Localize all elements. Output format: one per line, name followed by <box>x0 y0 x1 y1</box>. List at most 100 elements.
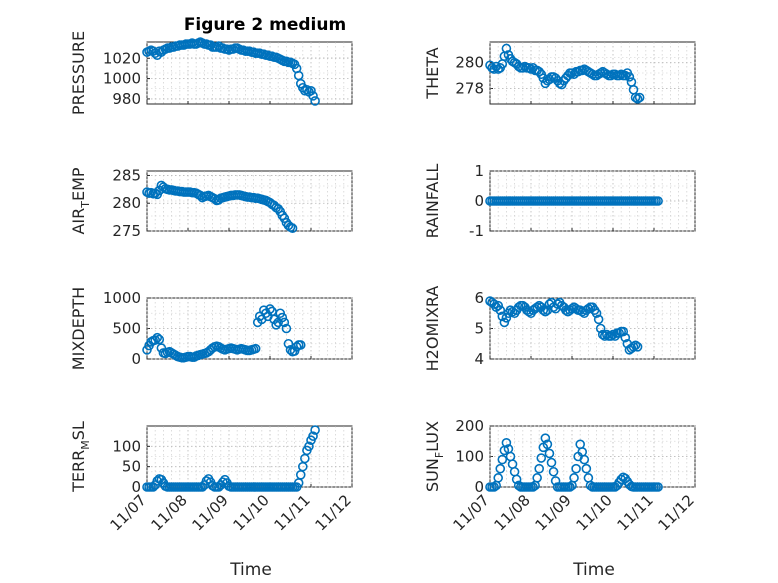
subplot-8: 0 100 200 SUNFLUX11/0711/0811/0911/1011/111… <box>423 417 698 534</box>
data-point <box>501 43 512 54</box>
y-tick-label: 200 <box>455 417 484 435</box>
data-point <box>154 334 165 345</box>
y-tick-label: 285 <box>112 166 141 184</box>
data-point <box>561 305 571 316</box>
data-point <box>250 343 261 354</box>
data-point <box>653 482 663 492</box>
x-tick-label: 11/08 <box>491 491 534 534</box>
y-axis-label: MIXDEPTH <box>69 287 88 370</box>
data-point <box>310 96 320 106</box>
y-tick-label: 0 <box>131 478 141 496</box>
data-point <box>653 196 663 206</box>
data-point <box>499 317 510 328</box>
data-point <box>595 323 606 334</box>
data-point <box>287 223 298 234</box>
y-tick-label: 4 <box>474 350 484 368</box>
y-tick-label: 0 <box>474 478 484 496</box>
data-point <box>265 304 275 314</box>
data-point <box>493 473 504 483</box>
data-point <box>279 317 290 328</box>
data-point <box>283 338 294 349</box>
data-point <box>511 474 522 485</box>
data-point <box>295 340 306 350</box>
y-tick-label: 100 <box>112 437 141 455</box>
data-point <box>528 482 538 492</box>
subplot-2: 278 280 THETA <box>423 41 696 105</box>
data-point <box>491 61 501 72</box>
x-tick-label: 11/12 <box>312 491 355 534</box>
data-point <box>632 341 643 352</box>
data-point <box>308 431 318 441</box>
y-axis-label: RAINFALL <box>423 164 442 239</box>
y-axis-label: H2OMIXRA <box>423 286 442 372</box>
x-tick-label: 11/11 <box>271 491 314 534</box>
subplot-6: 4 5 6 H2OMIXRA <box>423 286 696 372</box>
subplot-5: 0 500 1000 MIXDEPTH <box>69 287 353 370</box>
data-point <box>546 457 557 468</box>
data-point <box>489 64 499 74</box>
y-axis-label: PRESSURE <box>69 31 88 115</box>
subplot-4: -1 0 1 RAINFALL <box>423 162 696 240</box>
data-point <box>150 335 160 345</box>
data-point <box>618 326 629 337</box>
data-point <box>630 340 641 351</box>
data-point <box>593 314 604 325</box>
data-point <box>281 323 292 334</box>
data-point <box>540 306 551 317</box>
data-point <box>542 439 553 450</box>
data-point <box>495 305 506 316</box>
subplot-1: 980 1000 1020 PRESSURE <box>69 31 353 115</box>
y-tick-label: 280 <box>455 54 484 72</box>
y-tick-label: 1000 <box>103 70 141 88</box>
data-point <box>620 70 631 81</box>
y-axis-label: THETA <box>423 47 442 99</box>
data-point <box>501 313 512 323</box>
data-point <box>591 308 602 319</box>
y-tick-label: 1020 <box>103 49 141 67</box>
y-tick-label: 275 <box>112 222 141 240</box>
data-point <box>277 312 288 323</box>
data-point <box>201 476 212 486</box>
data-point <box>634 92 645 103</box>
y-tick-label: 1000 <box>103 289 141 307</box>
data-point <box>624 72 635 82</box>
data-point <box>302 84 312 95</box>
plot-area <box>146 297 353 360</box>
x-tick-label: 11/10 <box>573 491 616 534</box>
y-tick-label: 100 <box>455 448 484 466</box>
x-tick-label: 11/11 <box>614 491 657 534</box>
data-point <box>489 482 499 492</box>
y-axis-label: AIRTEMP <box>69 167 92 234</box>
y-tick-label: 500 <box>112 320 141 338</box>
data-point <box>152 332 163 343</box>
data-point <box>306 85 316 96</box>
data-point <box>581 463 592 474</box>
data-point <box>532 473 542 483</box>
subplot-7: 0 50 100 TERRMSL 11/0711/0811/0911/1011/1111… <box>69 421 355 534</box>
y-tick-label: -1 <box>469 222 484 240</box>
data-point <box>571 463 581 474</box>
data-point <box>540 433 551 444</box>
data-point <box>628 341 639 352</box>
x-tick-label: 11/09 <box>532 491 575 534</box>
y-tick-label: 280 <box>112 194 141 212</box>
data-point <box>493 300 504 311</box>
x-axis-label-right: Time <box>572 560 615 580</box>
data-point <box>308 91 318 101</box>
x-tick-label: 11/07 <box>450 491 493 534</box>
data-point <box>538 305 549 316</box>
subplot-3: 275 280 285 AIRTEMP <box>69 166 353 240</box>
y-tick-label: 0 <box>474 192 484 210</box>
plot-area <box>146 425 353 488</box>
data-point <box>304 441 314 452</box>
data-point <box>544 448 555 459</box>
x-tick-label: 11/07 <box>107 491 150 534</box>
data-point <box>548 466 559 477</box>
data-point <box>495 463 506 474</box>
data-point <box>152 476 163 486</box>
data-point <box>565 482 575 492</box>
y-tick-label: 980 <box>112 90 141 108</box>
data-point <box>497 454 508 465</box>
data-point <box>501 437 512 448</box>
data-point <box>620 332 631 343</box>
